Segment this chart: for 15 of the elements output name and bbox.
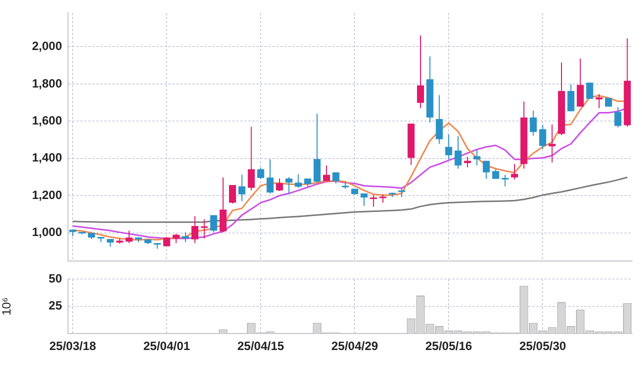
x-tick-label: 25/04/29 bbox=[331, 339, 378, 354]
x-tick-label: 25/04/15 bbox=[237, 339, 284, 354]
y-tick-label: 1,400 bbox=[32, 150, 62, 165]
x-tick-label: 25/04/01 bbox=[143, 339, 190, 354]
x-tick-label: 25/03/18 bbox=[49, 339, 96, 354]
y-tick-label: 2,000 bbox=[32, 39, 62, 54]
x-tick-label: 25/05/30 bbox=[519, 339, 566, 354]
y-tick-label: 1,800 bbox=[32, 76, 62, 90]
y-tick-label: 25 bbox=[48, 298, 62, 313]
y-tick-label: 1,000 bbox=[32, 225, 62, 240]
x-tick-label: 25/05/16 bbox=[425, 339, 472, 354]
y-tick-label: 1,600 bbox=[32, 113, 62, 128]
y-tick-label: 1,200 bbox=[32, 188, 62, 202]
y-axis-title: 10⁶ bbox=[0, 297, 14, 316]
y-tick-label: 50 bbox=[48, 272, 62, 286]
